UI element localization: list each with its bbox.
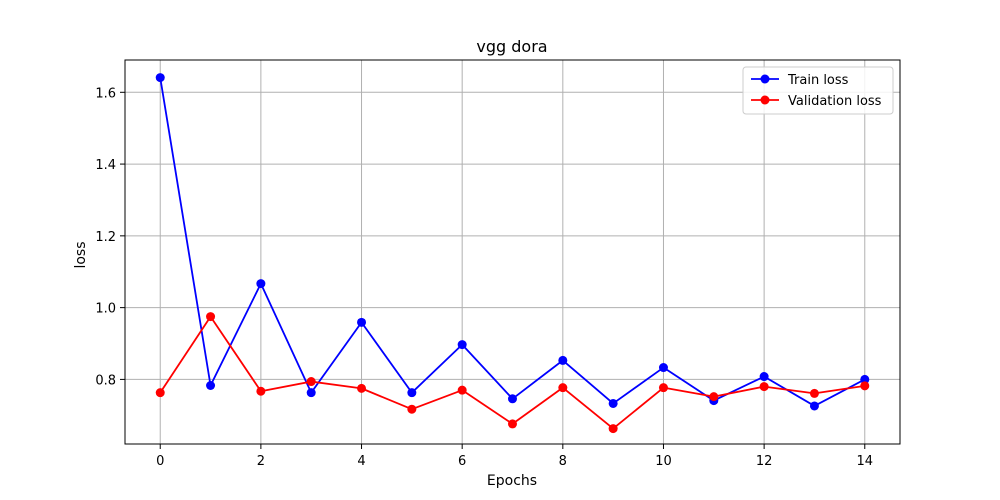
data-point-train-loss — [658, 363, 668, 373]
data-point-train-loss — [256, 279, 266, 289]
data-point-train-loss — [155, 73, 165, 83]
y-tick-label: 1.0 — [95, 302, 116, 317]
legend-label-train-loss: Train loss — [787, 73, 849, 88]
data-point-train-loss — [809, 401, 819, 411]
x-tick-label: 14 — [856, 454, 873, 469]
data-point-train-loss — [508, 394, 517, 404]
x-axis-title: Epochs — [487, 473, 537, 489]
x-tick-label: 8 — [559, 454, 567, 469]
data-point-validation-loss — [155, 388, 165, 398]
plot-area-frame — [124, 59, 901, 445]
series-layer — [155, 73, 870, 434]
y-tick-label: 1.4 — [95, 158, 116, 173]
series-validation-loss — [155, 312, 870, 434]
data-point-validation-loss — [809, 388, 819, 398]
y-tick-label: 1.2 — [95, 230, 116, 245]
data-point-validation-loss — [206, 312, 216, 322]
y-axis: 0.8 1.0 1.2 1.4 1.6 — [95, 86, 125, 388]
data-point-validation-loss — [457, 385, 467, 395]
data-point-train-loss — [407, 388, 417, 398]
x-tick-label: 2 — [257, 454, 265, 469]
x-tick-label: 10 — [655, 454, 672, 469]
data-point-validation-loss — [709, 392, 719, 402]
data-point-train-loss — [206, 381, 216, 391]
x-axis: 0 2 4 6 8 10 12 14 — [156, 444, 873, 469]
data-point-train-loss — [306, 388, 316, 398]
legend: Train loss Validation loss — [742, 66, 894, 115]
x-tick-label: 4 — [357, 454, 365, 469]
data-point-validation-loss — [357, 383, 367, 393]
data-point-validation-loss — [860, 381, 870, 391]
x-tick-label: 0 — [156, 454, 164, 469]
data-point-validation-loss — [759, 382, 769, 392]
data-point-train-loss — [558, 355, 568, 365]
x-tick-label: 12 — [756, 454, 773, 469]
data-point-validation-loss — [558, 383, 568, 393]
data-point-validation-loss — [306, 377, 316, 387]
data-point-validation-loss — [508, 419, 517, 429]
data-point-train-loss — [759, 372, 769, 382]
y-axis-title: loss — [73, 241, 89, 268]
data-point-validation-loss — [256, 386, 266, 396]
y-tick-label: 1.6 — [95, 86, 116, 101]
data-point-train-loss — [457, 340, 467, 350]
legend-label-validation-loss: Validation loss — [788, 94, 882, 109]
legend-marker-validation-loss — [760, 95, 770, 105]
data-point-train-loss — [608, 398, 618, 408]
series-train-loss — [155, 73, 870, 411]
chart-title: vgg dora — [476, 37, 547, 56]
data-point-validation-loss — [407, 404, 417, 414]
y-tick-label: 0.8 — [95, 373, 116, 388]
data-point-validation-loss — [608, 424, 618, 434]
legend-box — [742, 66, 894, 115]
grid-lines — [125, 60, 900, 444]
data-point-validation-loss — [658, 383, 668, 393]
x-tick-label: 6 — [458, 454, 466, 469]
data-point-train-loss — [357, 317, 367, 327]
data-point-train-loss — [860, 374, 870, 384]
legend-marker-train-loss — [760, 74, 770, 84]
